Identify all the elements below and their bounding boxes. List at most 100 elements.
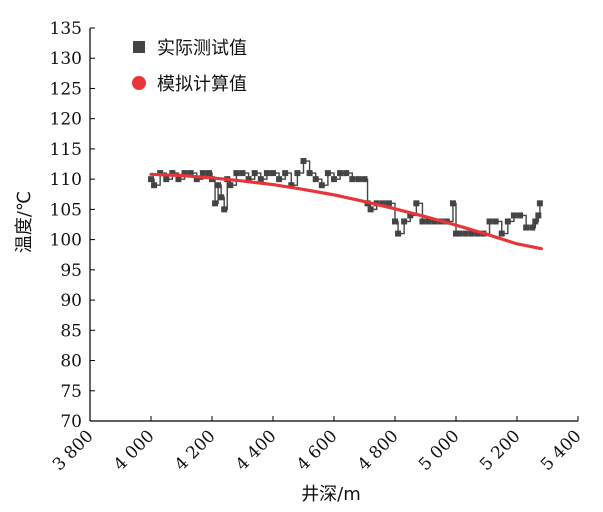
y-tick-label: 115 — [50, 140, 82, 160]
measured-point — [212, 200, 219, 207]
measured-point — [517, 212, 524, 219]
measured-point — [395, 230, 402, 237]
x-tick-label: 4 000 — [110, 426, 159, 475]
measured-point — [385, 200, 392, 207]
measured-point — [529, 224, 536, 231]
y-tick-label: 90 — [60, 291, 82, 311]
measured-point — [233, 170, 240, 177]
measured-point — [504, 218, 511, 225]
simulated-series-line — [149, 172, 544, 251]
measured-point — [510, 212, 517, 219]
measured-point — [187, 170, 194, 177]
measured-point — [193, 176, 200, 183]
measured-point — [205, 170, 212, 177]
measured-point — [367, 206, 374, 213]
measured-point — [468, 230, 475, 237]
measured-point — [251, 170, 258, 177]
measured-point — [282, 170, 289, 177]
measured-point — [151, 182, 158, 189]
measured-point — [337, 170, 344, 177]
legend-square-marker — [133, 41, 145, 53]
x-tick-label: 4 800 — [354, 426, 403, 475]
measured-point — [215, 182, 222, 189]
measured-point — [300, 158, 307, 165]
y-tick-label: 130 — [50, 49, 82, 69]
measured-point — [263, 170, 270, 177]
x-tick-label: 5 200 — [476, 426, 525, 475]
legend-circle-marker — [132, 76, 146, 90]
measured-point — [462, 230, 469, 237]
measured-point — [492, 218, 499, 225]
measured-point — [276, 176, 283, 183]
measured-point — [257, 176, 264, 183]
measured-point — [218, 194, 225, 201]
y-tick-label: 100 — [50, 231, 82, 251]
legend-label-measured: 实际测试值 — [157, 38, 247, 59]
series-layer — [148, 158, 544, 251]
y-tick-label: 125 — [50, 79, 82, 99]
y-tick-label: 110 — [50, 170, 82, 190]
measured-point — [349, 176, 356, 183]
measured-point — [453, 230, 459, 237]
measured-point — [245, 176, 252, 183]
y-tick-label: 95 — [60, 261, 82, 281]
measured-point — [523, 224, 530, 231]
measured-point — [199, 170, 206, 177]
measured-point — [169, 170, 176, 177]
x-tick-label: 3 800 — [49, 426, 98, 475]
measured-point — [181, 170, 188, 177]
measured-point — [431, 218, 438, 225]
measured-point — [312, 176, 319, 183]
measured-point — [379, 200, 386, 207]
measured-point — [474, 230, 481, 237]
measured-point — [392, 218, 398, 225]
legend: 实际测试值 模拟计算值 — [132, 38, 247, 95]
measured-point — [163, 176, 170, 183]
y-axis-title: 温度/℃ — [14, 191, 35, 253]
measured-point — [449, 200, 456, 207]
measured-point — [324, 170, 331, 177]
measured-point — [401, 218, 408, 225]
measured-point — [331, 176, 337, 183]
x-tick-label: 4 600 — [293, 426, 342, 475]
measured-point — [419, 218, 426, 225]
y-tick-label: 105 — [50, 200, 82, 220]
measured-point — [306, 170, 313, 177]
measured-point — [148, 176, 154, 183]
measured-point — [456, 230, 463, 237]
measured-point — [535, 212, 542, 219]
measured-point — [486, 218, 493, 225]
measured-point — [498, 230, 505, 237]
measured-point — [532, 218, 539, 225]
y-tick-label: 70 — [60, 412, 82, 432]
y-tick-label: 80 — [60, 352, 82, 372]
y-tick-label: 135 — [50, 19, 82, 39]
x-axis-title: 井深/m — [301, 484, 361, 505]
measured-point — [221, 206, 228, 213]
measured-point — [318, 182, 325, 189]
x-tick-label: 4 200 — [171, 426, 220, 475]
x-axis-ticks: 3 800 4 000 4 200 4 400 4 600 4 800 5 000 5 200… — [49, 416, 586, 475]
y-tick-label: 75 — [60, 382, 82, 402]
measured-point — [413, 200, 420, 207]
y-tick-label: 120 — [50, 110, 82, 130]
measured-point — [536, 200, 543, 207]
measured-point — [355, 176, 362, 183]
measured-point — [425, 218, 432, 225]
x-tick-label: 5 000 — [415, 426, 464, 475]
measured-point — [343, 170, 350, 177]
measured-point — [288, 182, 295, 189]
x-tick-label: 5 400 — [537, 426, 586, 475]
legend-label-simulated: 模拟计算值 — [157, 74, 247, 95]
measured-point — [227, 182, 234, 189]
measured-point — [239, 170, 246, 177]
x-tick-label: 4 400 — [232, 426, 281, 475]
measured-point — [361, 176, 368, 183]
measured-point — [270, 170, 276, 177]
measured-point — [175, 176, 182, 183]
measured-point — [407, 212, 414, 219]
y-axis-ticks: 70 75 80 85 90 95 100 105 110 115 120 125 130 135 — [50, 19, 95, 432]
y-tick-label: 85 — [60, 321, 82, 341]
measured-point — [294, 170, 301, 177]
